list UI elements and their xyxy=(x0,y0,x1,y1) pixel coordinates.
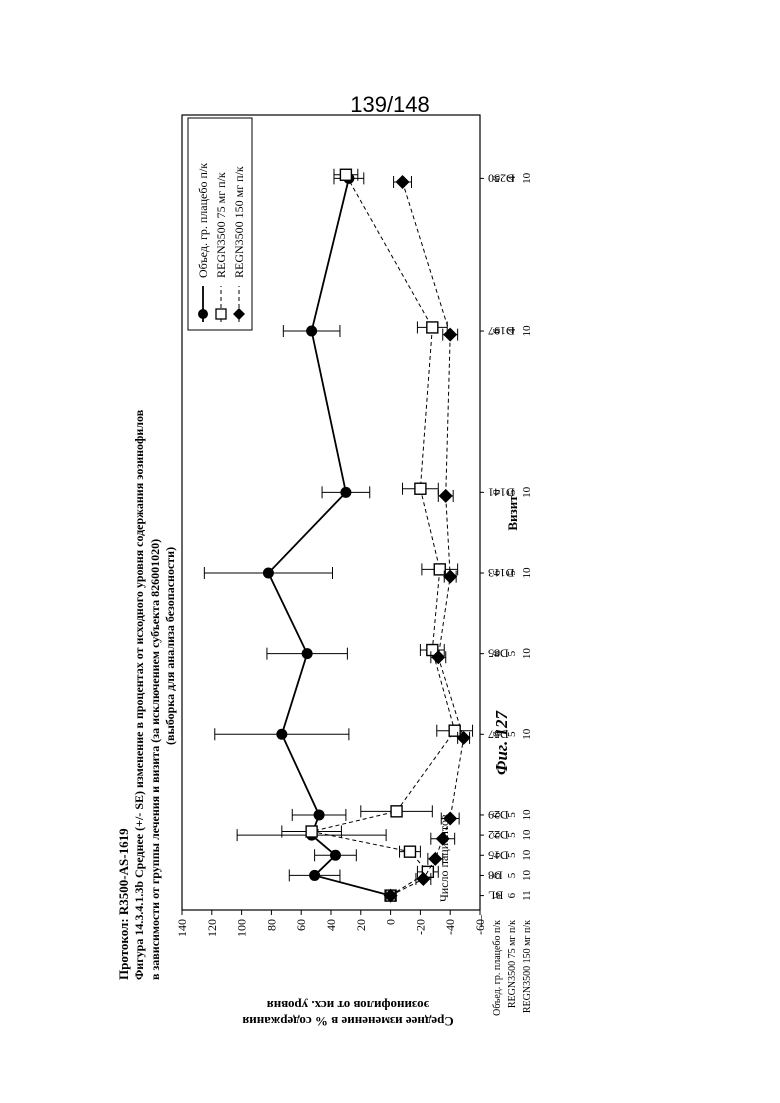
patient-count-header: Число пациентов xyxy=(437,814,451,902)
patient-count-value: 10 xyxy=(521,829,533,841)
figure-caption: Фиг. 127 xyxy=(492,711,512,775)
series-line-square xyxy=(312,175,455,896)
data-point-square xyxy=(340,169,351,180)
legend-marker-circle xyxy=(198,309,208,319)
data-point-circle xyxy=(276,729,287,740)
data-point-diamond xyxy=(443,328,457,342)
data-point-square xyxy=(404,846,415,857)
patient-count-value: 5 xyxy=(506,489,518,495)
patient-count-value: 11 xyxy=(521,890,533,901)
patient-count-value: 10 xyxy=(521,486,533,498)
x-axis: BLD8D15D22D29D57D85D113D141D197D250 xyxy=(480,171,515,902)
patient-count-value: 10 xyxy=(521,728,533,740)
patient-count-value: 5 xyxy=(506,832,518,838)
y-tick-label: -40 xyxy=(443,919,457,935)
y-axis: 140120100806040200-20-40-60 xyxy=(175,910,487,937)
y-axis-title-line-2: эозинофилов от исх. уровня xyxy=(267,998,430,1013)
data-point-square xyxy=(434,564,445,575)
patient-count-value: 5 xyxy=(506,650,518,656)
data-point-square xyxy=(427,322,438,333)
patient-count-value: 10 xyxy=(521,172,533,184)
patient-count-value: 10 xyxy=(521,849,533,861)
legend-label: Объед. гр. плацебо п/к xyxy=(196,163,210,278)
patient-count-row-label: Объед. гр. плацебо п/к xyxy=(492,920,503,1016)
data-point-square xyxy=(306,826,317,837)
y-tick-label: 100 xyxy=(235,919,249,937)
patient-count-value: 6 xyxy=(491,852,503,858)
patient-count-value: 5 xyxy=(506,570,518,576)
patient-count-row-label: REGN3500 75 мг п/к xyxy=(507,920,518,1008)
y-axis-title-line-1: Среднее изменение в % содержания xyxy=(242,1014,453,1029)
patient-count-value: 6 xyxy=(491,175,503,181)
series-line-diamond xyxy=(391,182,464,896)
y-tick-label: 60 xyxy=(294,919,308,931)
y-tick-label: 40 xyxy=(324,919,338,931)
patient-count-value: 10 xyxy=(521,567,533,579)
y-tick-label: -20 xyxy=(413,919,427,935)
patient-count-value: 10 xyxy=(521,648,533,660)
patient-count-value: 6 xyxy=(491,812,503,818)
patient-count-row-label: REGN3500 150 мг п/к xyxy=(522,920,533,1013)
legend-label: REGN3500 150 мг п/к xyxy=(232,166,246,278)
legend: Объед. гр. плацебо п/к REGN3500 75 мг п/к… xyxy=(188,118,252,330)
patient-count-table: Число пациентовОбъед. гр. плацебо п/к556… xyxy=(437,172,533,1016)
data-point-square xyxy=(415,483,426,494)
data-point-diamond xyxy=(439,489,453,503)
y-tick-label: 120 xyxy=(205,919,219,937)
series-line-circle xyxy=(268,178,390,895)
patient-count-value: 5 xyxy=(491,872,503,878)
data-point-circle xyxy=(306,326,317,337)
data-point-circle xyxy=(309,870,320,881)
patient-count-value: 5 xyxy=(506,812,518,818)
legend-label: REGN3500 75 мг п/к xyxy=(214,172,228,278)
y-tick-label: 0 xyxy=(384,919,398,925)
patient-count-value: 10 xyxy=(521,325,533,337)
y-tick-label: 80 xyxy=(264,919,278,931)
data-point-square xyxy=(391,806,402,817)
patient-count-value: 10 xyxy=(521,809,533,821)
data-point-circle xyxy=(330,850,341,861)
patient-count-value: 6 xyxy=(491,650,503,656)
patient-count-value: 6 xyxy=(491,489,503,495)
patient-count-value: 4 xyxy=(506,328,518,334)
patient-count-value: 6 xyxy=(491,832,503,838)
patient-count-value: 4 xyxy=(506,175,518,181)
y-tick-label: 20 xyxy=(354,919,368,931)
data-point-circle xyxy=(314,809,325,820)
data-point-circle xyxy=(263,567,274,578)
legend-marker-square xyxy=(216,309,226,319)
data-point-circle xyxy=(340,487,351,498)
data-point-diamond xyxy=(396,175,410,189)
count-row-marker: — xyxy=(473,914,487,928)
data-point-circle xyxy=(302,648,313,659)
x-axis-title: Визит xyxy=(505,495,520,531)
patient-count-value: 6 xyxy=(491,570,503,576)
patient-count-value: 5 xyxy=(506,852,518,858)
rotated-figure-page: Протокол: R3500-AS-1619 Фигура 14.3.4.1.… xyxy=(112,110,542,1055)
eosinophil-chart: 140120100806040200-20-40-60 BLD8D15D22D2… xyxy=(112,110,542,1055)
patient-count-value: 10 xyxy=(521,869,533,881)
patient-count-value: 5 xyxy=(506,872,518,878)
data-point-square xyxy=(449,725,460,736)
patient-count-value: 6 xyxy=(506,892,518,898)
patient-count-value: 6 xyxy=(491,328,503,334)
y-tick-label: 140 xyxy=(175,919,189,937)
patient-count-value: 5 xyxy=(491,892,503,898)
